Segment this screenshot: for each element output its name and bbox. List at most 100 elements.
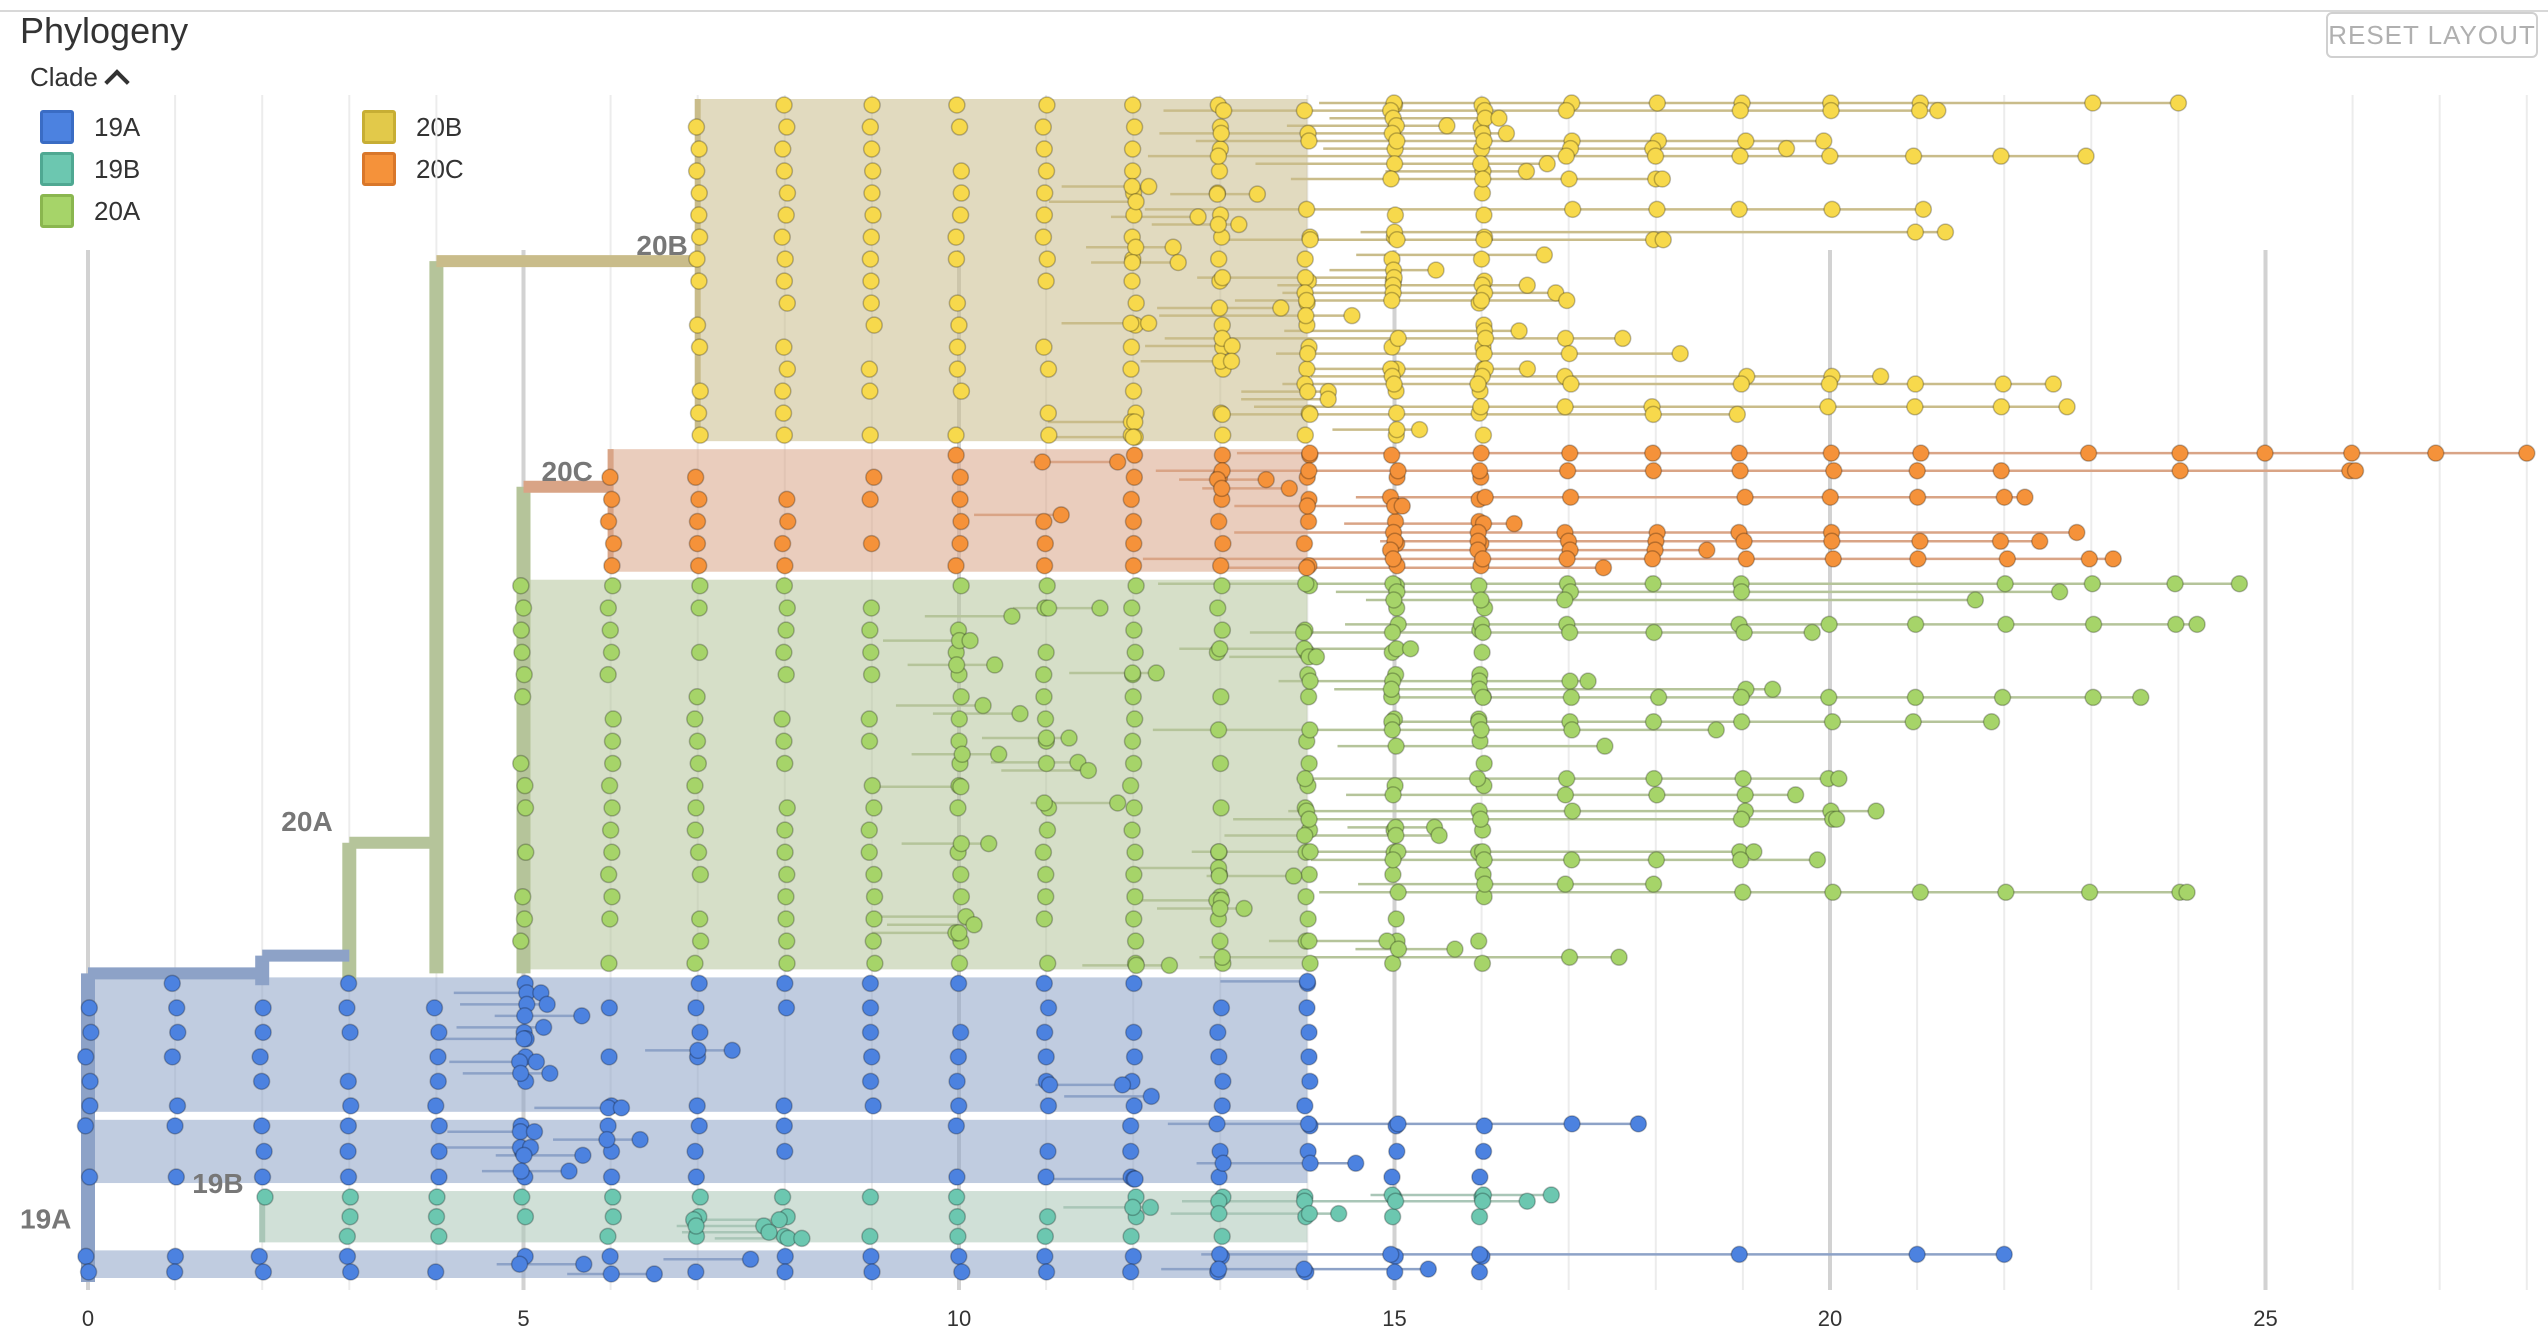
internal-node [1122,490,1141,509]
tip-node [1211,899,1229,918]
tip-node [1556,786,1575,804]
tip-node [1297,574,1315,593]
tip-node [631,1130,649,1149]
reset-layout-button[interactable]: RESET LAYOUT [2326,12,2538,58]
internal-node [1125,446,1144,464]
internal-node [686,710,704,728]
legend-swatch-20C [362,152,396,186]
tip-node [1995,488,2014,506]
internal-node [1123,96,1142,114]
internal-node [778,954,796,973]
internal-node [430,1117,449,1135]
internal-node [1121,776,1140,795]
internal-node [860,360,879,378]
tip-node [1300,932,1318,950]
tip-node [1037,729,1056,747]
tip-node [1648,94,1667,112]
internal-node [1034,228,1053,246]
legend-item-20B[interactable]: 20B [362,110,462,144]
legend-item-19B[interactable]: 19B [40,152,140,186]
internal-node [686,954,704,973]
internal-node [1126,932,1145,950]
tip-node [2077,147,2095,165]
internal-node [691,1023,709,1042]
internal-node [80,1168,99,1186]
internal-node [1036,1247,1054,1266]
internal-node [861,426,879,444]
tip-node [1301,1154,1319,1173]
internal-node [1475,1117,1494,1135]
tip-node [1040,1076,1059,1094]
tip-node [1127,956,1146,975]
internal-node [1214,534,1232,553]
tip-node [1124,428,1143,446]
tip-node [979,834,998,853]
legend-item-19A[interactable]: 19A [40,110,140,144]
tip-node [1992,398,2011,416]
tip-node [2342,444,2361,462]
internal-node [952,512,970,531]
tip-node [1475,875,1494,893]
internal-node [1125,865,1143,884]
internal-node [861,1227,879,1246]
internal-node [1034,118,1052,136]
tip-node [1732,688,1751,707]
internal-node [1210,1048,1228,1066]
internal-node [947,556,965,575]
internal-node [775,1142,794,1161]
internal-node [603,1188,622,1206]
clade-label-19A: 19A [20,1204,71,1235]
legend-item-20C[interactable]: 20C [362,152,464,186]
internal-node [1035,140,1053,158]
tip-node [1518,276,1536,295]
legend-toggle[interactable]: Clade [30,62,130,95]
internal-node [688,534,707,553]
tip-node [1645,769,1663,788]
tip-node [1560,948,1579,967]
internal-node [1298,360,1316,378]
internal-node [79,1263,98,1281]
tip-node [1401,639,1420,658]
tip-node [1446,940,1464,958]
tip-node [1284,867,1303,885]
tip-node [2084,615,2103,634]
internal-node [861,490,879,509]
tip-node [1867,802,1885,820]
tip-node [1906,398,1924,416]
internal-node [254,999,272,1017]
internal-node [776,843,794,862]
tip-node [1560,344,1579,363]
internal-node [861,621,879,639]
internal-node [1125,468,1144,487]
tip-node [1997,883,2015,902]
internal-node [948,1168,966,1186]
internal-node [167,1168,186,1186]
tip-node [1123,664,1142,682]
tip-node [1474,688,1492,707]
tip-node [1821,147,1839,165]
tip-node [1824,883,1842,902]
internal-node [691,426,709,444]
internal-node [947,228,965,246]
internal-node [1209,512,1228,531]
internal-node [689,556,708,575]
tip-node [2346,462,2365,480]
internal-node [775,162,794,180]
internal-node [513,643,531,662]
tip-node [1343,306,1361,325]
tip-node [1214,101,1233,120]
tip-node [2427,444,2445,462]
legend-item-20A[interactable]: 20A [40,194,140,228]
internal-node [339,1117,358,1135]
internal-node [952,184,971,202]
tip-node [1296,769,1314,788]
internal-node [778,799,796,817]
internal-node [1209,250,1228,268]
internal-node [603,754,622,773]
tip-node [1906,615,1925,634]
panel-title: Phylogeny [20,10,189,51]
internal-node [775,754,794,773]
tip-node [2132,688,2150,707]
internal-node [516,776,534,795]
